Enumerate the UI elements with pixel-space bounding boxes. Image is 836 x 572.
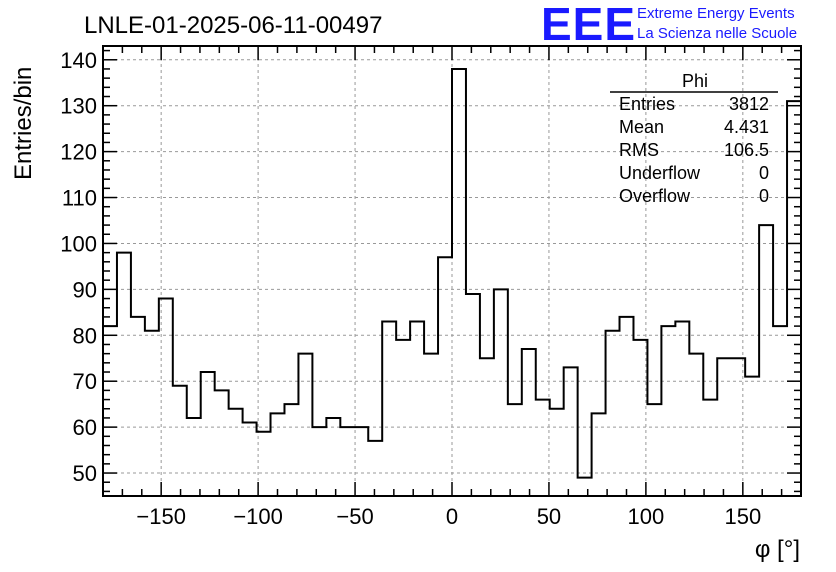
- histogram-series: [103, 67, 801, 496]
- histogram-bin: [592, 413, 606, 496]
- eee-logo: EEE Extreme Energy Events La Scienza nel…: [541, 0, 797, 50]
- stats-title: Phi: [682, 71, 708, 91]
- eee-logo-line1: Extreme Energy Events: [637, 5, 795, 22]
- stats-box: Phi Entries 3812 Mean 4.431 RMS 106.5 Underflo…: [610, 71, 778, 206]
- histogram-bin: [271, 413, 285, 496]
- x-tick-label: −50: [336, 504, 373, 529]
- x-tick-label: 0: [446, 504, 458, 529]
- stats-row-value: 4.431: [724, 117, 769, 137]
- histogram-bin: [620, 317, 634, 496]
- histogram-bin: [424, 354, 438, 496]
- x-axis-label: φ [°]: [755, 536, 800, 563]
- x-tick-label: −100: [233, 504, 283, 529]
- histogram-bin: [326, 418, 340, 496]
- histogram-bin: [661, 326, 675, 496]
- histogram-step-line: [103, 67, 801, 479]
- histogram-bin: [703, 400, 717, 496]
- y-tick-label: 50: [73, 461, 97, 486]
- histogram-bin: [410, 322, 424, 496]
- histogram-bin: [508, 404, 522, 496]
- axes: [102, 45, 802, 497]
- y-tick-label: 110: [62, 186, 97, 211]
- histogram-bin: [284, 404, 298, 496]
- y-tick-label: 120: [60, 140, 97, 165]
- eee-logo-mark: EEE: [541, 0, 636, 50]
- histogram-bin: [606, 331, 620, 496]
- histogram-bin: [550, 409, 564, 496]
- histogram-bin: [647, 404, 661, 496]
- y-tick-label: 60: [73, 415, 97, 440]
- histogram-bin: [312, 427, 326, 496]
- histogram-bin: [773, 326, 787, 496]
- histogram-bin: [675, 322, 689, 496]
- histogram-bin: [522, 349, 536, 496]
- tick-labels: −150 −100 −50 0 50 100 150 50 60 70 80 90 100 110 120 1…: [60, 48, 761, 529]
- histogram-bin: [298, 354, 312, 496]
- x-tick-label: 100: [628, 504, 665, 529]
- histogram-bin: [536, 400, 550, 496]
- stats-row-value: 106.5: [724, 140, 769, 160]
- stats-row-value: 3812: [729, 94, 769, 114]
- stats-row-value: 0: [759, 163, 769, 183]
- stats-row-label: Overflow: [619, 186, 691, 206]
- histogram-bin: [578, 478, 592, 496]
- histogram-bin: [173, 386, 187, 496]
- histogram-bin: [243, 423, 257, 496]
- stats-row-label: RMS: [619, 140, 659, 160]
- y-tick-label: 90: [73, 277, 97, 302]
- histogram-bin: [229, 409, 243, 496]
- histogram-bin: [689, 354, 703, 496]
- histogram-bin: [340, 427, 354, 496]
- histogram-bin: [187, 418, 201, 496]
- stats-row-label: Mean: [619, 117, 664, 137]
- x-tick-label: −150: [136, 504, 186, 529]
- y-tick-label: 130: [60, 94, 97, 119]
- y-tick-label: 140: [60, 48, 97, 73]
- histogram-bin: [145, 331, 159, 496]
- x-tick-label: 50: [537, 504, 561, 529]
- histogram-bin: [438, 257, 452, 496]
- histogram-bin: [354, 427, 368, 496]
- histogram-bin: [745, 377, 759, 496]
- eee-logo-line2: La Scienza nelle Scuole: [637, 25, 797, 42]
- histogram-bin: [368, 441, 382, 496]
- stats-row-value: 0: [759, 186, 769, 206]
- x-tick-label: 150: [724, 504, 761, 529]
- histogram-bin: [494, 289, 508, 496]
- histogram-bin: [103, 326, 117, 496]
- y-axis-label: Entries/bin: [10, 67, 37, 180]
- y-tick-label: 70: [73, 369, 97, 394]
- histogram-bin: [466, 294, 480, 496]
- histogram-bin: [452, 69, 466, 496]
- stats-row-label: Underflow: [619, 163, 701, 183]
- chart-title: LNLE-01-2025-06-11-00497: [84, 12, 382, 39]
- y-tick-label: 80: [73, 323, 97, 348]
- histogram-bin: [131, 317, 145, 496]
- histogram-bin: [201, 372, 215, 496]
- histogram-bin: [759, 225, 773, 496]
- stats-rows: Entries 3812 Mean 4.431 RMS 106.5 Underflow 0 Ov…: [619, 94, 769, 206]
- y-tick-label: 100: [60, 231, 97, 256]
- stats-row-label: Entries: [619, 94, 675, 114]
- histogram-bin: [382, 322, 396, 496]
- histogram-bin: [564, 367, 578, 496]
- histogram-bin: [215, 390, 229, 496]
